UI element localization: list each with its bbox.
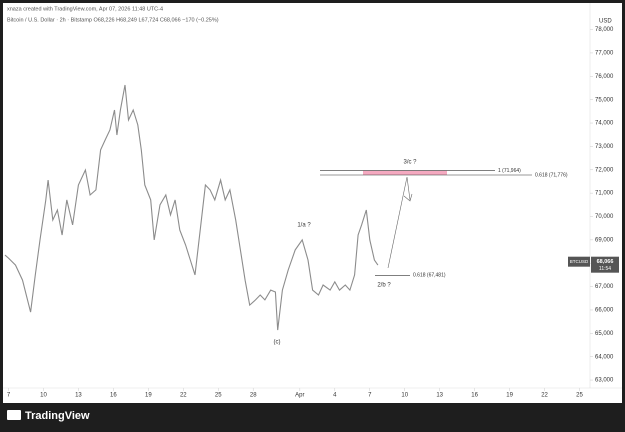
price-tag-box (591, 256, 619, 273)
x-tick-label: 19 (506, 393, 513, 399)
wave-label: 3/c ? (403, 160, 417, 166)
x-tick-label: 10 (40, 393, 47, 399)
x-tick-label: 13 (75, 393, 82, 399)
y-tick-label: 77,000 (595, 51, 614, 57)
fib-label: 0.618 (71,776) (535, 172, 568, 178)
y-tick-label: 69,000 (595, 237, 614, 243)
footer (0, 403, 625, 432)
header: xnaza created with TradingView.com, Apr … (7, 6, 163, 12)
projection-arrow (387, 176, 413, 269)
x-tick-label: 16 (471, 393, 478, 399)
y-tick-label: 72,000 (595, 167, 614, 173)
y-tick-label: 65,000 (595, 331, 614, 337)
price-tag-countdown: 11:54 (599, 266, 611, 272)
wave-label: (c) (274, 340, 281, 346)
y-tick-label: 78,000 (595, 27, 614, 33)
y-tick-label: 74,000 (595, 121, 614, 127)
x-tick-label: 19 (145, 393, 152, 399)
x-tick-label: 28 (250, 393, 257, 399)
x-tick-label: Apr (295, 393, 304, 399)
brand-logo (7, 410, 21, 420)
x-tick-label: 13 (436, 393, 443, 399)
y-tick-label: 70,000 (595, 214, 614, 220)
fib-label: 1 (71,964) (498, 168, 521, 174)
x-tick-label: 10 (401, 393, 408, 399)
x-tick-label: 4 (333, 393, 337, 399)
x-tick-label: 22 (541, 393, 548, 399)
wave-label: 2/b ? (377, 283, 391, 289)
brand: TradingView (25, 410, 90, 422)
y-tick-label: 67,000 (595, 284, 614, 290)
y-tick-label: 75,000 (595, 97, 614, 103)
wave-label: 1/a ? (297, 223, 311, 229)
subtitle: Bitcoin / U.S. Dollar · 2h · Bitstamp O6… (7, 17, 219, 23)
y-axis-label: USD (599, 19, 612, 25)
y-tick-label: 73,000 (595, 144, 614, 150)
fib-label: 0.618 (67,481) (413, 273, 446, 279)
x-tick-label: 7 (368, 393, 372, 399)
y-tick-label: 66,000 (595, 308, 614, 314)
y-tick-label: 64,000 (595, 354, 614, 360)
price-tag-symbol: BTCUSD (570, 259, 589, 264)
chart-background (3, 3, 622, 403)
x-tick-label: 16 (110, 393, 117, 399)
y-tick-label: 71,000 (595, 191, 614, 197)
price-tag-label: 68,066 (597, 259, 614, 265)
x-tick-label: 25 (215, 393, 222, 399)
price-tag-symbol-box (568, 256, 590, 267)
x-tick-label: 25 (576, 393, 583, 399)
x-tick-label: 7 (7, 393, 11, 399)
y-tick-label: 63,000 (595, 378, 614, 384)
target-zone (363, 170, 447, 176)
x-tick-label: 22 (180, 393, 187, 399)
y-tick-label: 76,000 (595, 74, 614, 80)
price-line (4, 84, 379, 331)
